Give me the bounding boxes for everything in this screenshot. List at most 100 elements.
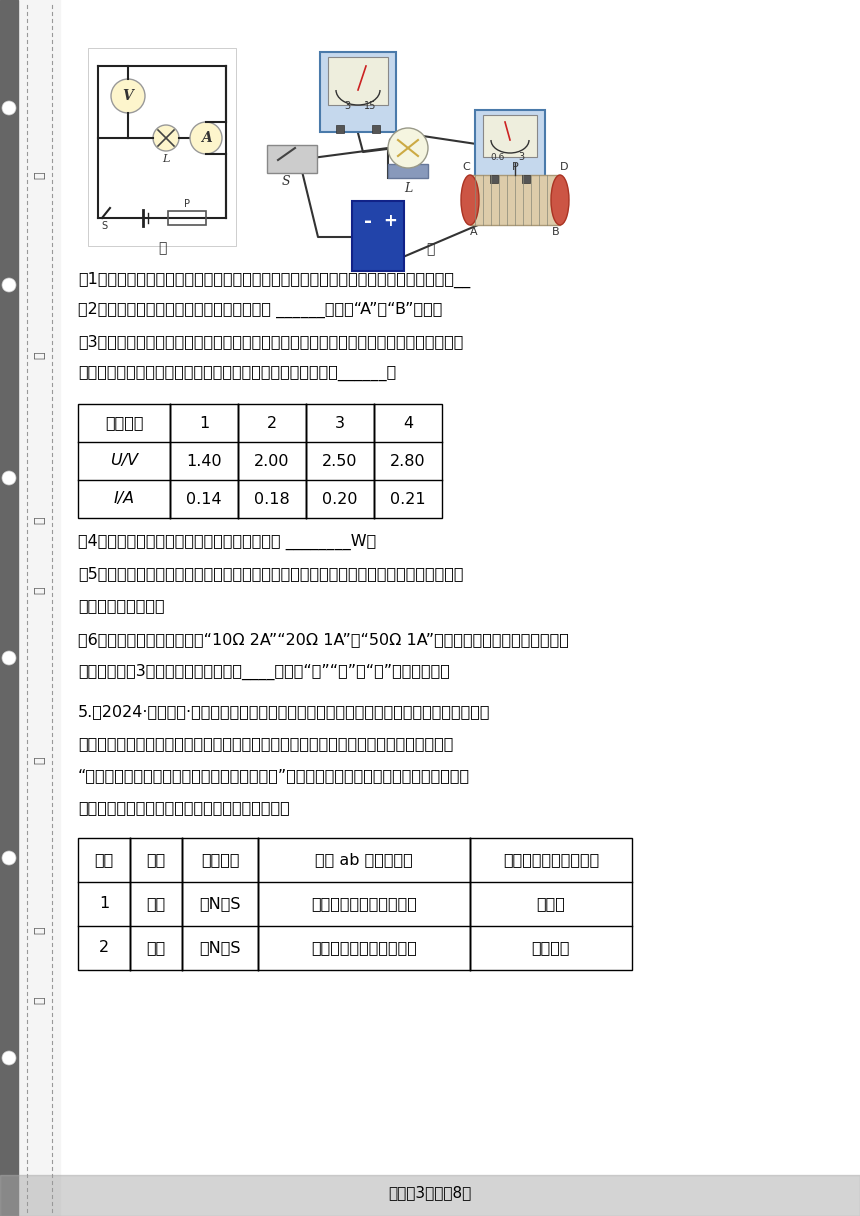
- Text: -: -: [364, 212, 372, 231]
- Bar: [470, 175, 560, 225]
- Text: （6）已知实验室内有规格为“10Ω 2A”“20Ω 1A”和“50Ω 1A”的甲、乙、丙三个滑动变阻器供: （6）已知实验室内有规格为“10Ω 2A”“20Ω 1A”和“50Ω 1A”的甲…: [78, 632, 568, 647]
- Text: A: A: [470, 227, 478, 237]
- Text: 不偏转: 不偏转: [537, 896, 565, 912]
- Text: 订: 订: [34, 586, 46, 593]
- Bar: [18, 0, 60, 1216]
- Text: 甲: 甲: [158, 241, 166, 255]
- FancyBboxPatch shape: [320, 52, 396, 133]
- Text: 0.6: 0.6: [490, 153, 504, 162]
- Circle shape: [153, 125, 179, 151]
- Bar: [168, 212, 206, 225]
- Text: 0.14: 0.14: [186, 491, 222, 507]
- Text: 磁场方向: 磁场方向: [200, 852, 239, 867]
- Text: 外: 外: [34, 927, 46, 934]
- Text: 1: 1: [199, 416, 209, 430]
- Bar: [0, 1175, 860, 1216]
- Text: 向右运动（切割磁感线）: 向右运动（切割磁感线）: [311, 940, 417, 956]
- Circle shape: [2, 851, 16, 865]
- Circle shape: [111, 79, 145, 113]
- Text: D: D: [560, 162, 568, 171]
- Ellipse shape: [551, 175, 569, 225]
- Ellipse shape: [461, 175, 479, 225]
- Bar: [522, 175, 530, 182]
- Text: 试卷煱3页，共8页: 试卷煱3页，共8页: [389, 1186, 471, 1200]
- Circle shape: [2, 101, 16, 116]
- FancyBboxPatch shape: [475, 109, 545, 182]
- Text: 选用，根据（3）中表格内的数据可知____（选填“甲”“乙”或“丙”）接入电路。: 选用，根据（3）中表格内的数据可知____（选填“甲”“乙”或“丙”）接入电路。: [78, 664, 450, 680]
- Text: （3）表格为他们所测得的四次实验数据得，丁玲同学在四次实验中观察到，灯的亮度是后: （3）表格为他们所测得的四次实验数据得，丁玲同学在四次实验中观察到，灯的亮度是后: [78, 334, 464, 349]
- Text: 5.（2024·甘肃武威·一模）为进一步研究电现象与磁现象之间的联系，青龙县某物理兴趣小: 5.（2024·甘肃武威·一模）为进一步研究电现象与磁现象之间的联系，青龙县某物…: [78, 704, 490, 719]
- Text: “探究导体在磁场中运动时产生感应电流的条件”；闭合开关后（电流表）、开关组成闭合电: “探究导体在磁场中运动时产生感应电流的条件”；闭合开关后（电流表）、开关组成闭合…: [78, 769, 470, 783]
- FancyBboxPatch shape: [352, 201, 404, 271]
- Text: 断开: 断开: [146, 896, 166, 912]
- Text: 1.40: 1.40: [186, 454, 222, 468]
- Bar: [490, 175, 498, 182]
- FancyBboxPatch shape: [328, 57, 388, 105]
- Text: 装: 装: [34, 756, 46, 764]
- Text: 路；小兵将实验中观察得到的现象记录在下表中。: 路；小兵将实验中观察得到的现象记录在下表中。: [78, 800, 290, 815]
- Text: 3: 3: [518, 152, 524, 162]
- Text: V: V: [123, 89, 133, 103]
- Bar: [372, 125, 380, 133]
- Text: 上N下S: 上N下S: [200, 896, 241, 912]
- Text: L: L: [404, 182, 412, 195]
- Text: 0.21: 0.21: [390, 491, 426, 507]
- Text: 电流表指针的偏转方向: 电流表指针的偏转方向: [503, 852, 599, 867]
- Text: 3: 3: [344, 101, 350, 111]
- Text: 乙: 乙: [426, 242, 434, 257]
- Text: 对灯泡电阻的影响；: 对灯泡电阻的影响；: [78, 598, 164, 613]
- Text: S: S: [101, 221, 107, 231]
- Text: S: S: [282, 175, 291, 188]
- Bar: [0, 0, 18, 1216]
- Text: 2.50: 2.50: [322, 454, 358, 468]
- Text: U/V: U/V: [110, 454, 138, 468]
- Text: 线: 线: [34, 351, 46, 359]
- Text: A: A: [200, 131, 212, 145]
- Circle shape: [2, 471, 16, 485]
- Circle shape: [2, 1051, 16, 1065]
- Text: 0.20: 0.20: [322, 491, 358, 507]
- Text: 实验次数: 实验次数: [105, 416, 144, 430]
- Text: 一次都比前一次亮。结合表中数据得出的结论是：小灯泡越亮______；: 一次都比前一次亮。结合表中数据得出的结论是：小灯泡越亮______；: [78, 366, 396, 381]
- Text: 导体 ab 的运动方向: 导体 ab 的运动方向: [315, 852, 413, 867]
- Text: L: L: [163, 154, 169, 164]
- Text: 2: 2: [99, 940, 109, 956]
- Text: （2）闭合开关前，滑动变阻器的滑片应置于 ______（选填“A”或“B”）端；: （2）闭合开关前，滑动变阻器的滑片应置于 ______（选填“A”或“B”）端；: [78, 302, 442, 319]
- Text: I/A: I/A: [114, 491, 134, 507]
- Text: 开关: 开关: [146, 852, 166, 867]
- Text: 组利用身边的实验器材做了下面的探究实验。该小组的小兵同学利用如图所示的实验装置: 组利用身边的实验器材做了下面的探究实验。该小组的小兵同学利用如图所示的实验装置: [78, 736, 453, 751]
- Bar: [336, 125, 344, 133]
- Text: 2.00: 2.00: [255, 454, 290, 468]
- Text: （1）请你用笔画线代替导线，根据图甲所示的电路图，将图乙所示的实物图连接完整：__: （1）请你用笔画线代替导线，根据图甲所示的电路图，将图乙所示的实物图连接完整：_…: [78, 272, 470, 288]
- Text: 上N下S: 上N下S: [200, 940, 241, 956]
- Text: C: C: [462, 162, 470, 171]
- Text: 2: 2: [267, 416, 277, 430]
- Text: 1: 1: [99, 896, 109, 912]
- Bar: [78, 404, 442, 518]
- Text: 内: 内: [34, 996, 46, 1003]
- Bar: [388, 164, 428, 178]
- Circle shape: [388, 128, 428, 168]
- Text: 线: 线: [34, 171, 46, 179]
- Text: 次数: 次数: [95, 852, 114, 867]
- Bar: [88, 47, 236, 246]
- Circle shape: [2, 651, 16, 665]
- Text: +: +: [383, 212, 396, 230]
- Text: P: P: [512, 162, 519, 171]
- Bar: [78, 838, 632, 970]
- Text: （5）小明同学在计算小灯泡的电阻时，取了所求四次电阻的平均値。这种计算方法忽略了: （5）小明同学在计算小灯泡的电阻时，取了所求四次电阻的平均値。这种计算方法忽略了: [78, 565, 464, 581]
- Text: 3: 3: [335, 416, 345, 430]
- Circle shape: [2, 278, 16, 292]
- Text: （4）根据实验数据可得，小灯泡的额定功率是 ________W；: （4）根据实验数据可得，小灯泡的额定功率是 ________W；: [78, 534, 377, 550]
- Text: B: B: [552, 227, 560, 237]
- Circle shape: [190, 122, 222, 154]
- Text: 订: 订: [34, 517, 46, 524]
- Text: 15: 15: [364, 101, 377, 111]
- Text: 向右运动（切割磁感线）: 向右运动（切割磁感线）: [311, 896, 417, 912]
- Text: P: P: [184, 199, 190, 209]
- Text: 向左偏转: 向左偏转: [531, 940, 570, 956]
- Text: 闭合: 闭合: [146, 940, 166, 956]
- Text: 0.18: 0.18: [254, 491, 290, 507]
- Text: 2.80: 2.80: [390, 454, 426, 468]
- Text: 4: 4: [403, 416, 413, 430]
